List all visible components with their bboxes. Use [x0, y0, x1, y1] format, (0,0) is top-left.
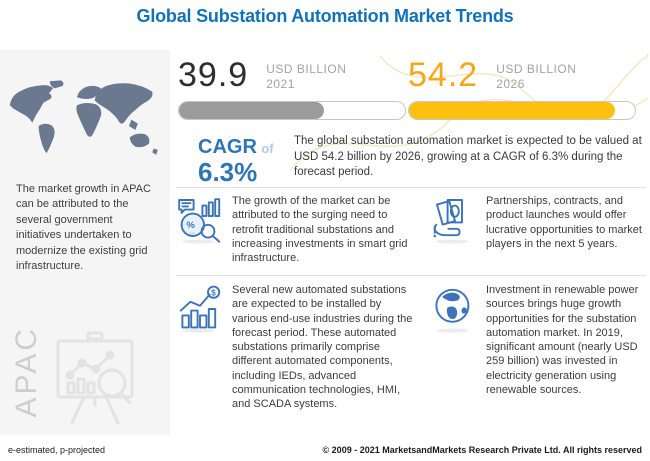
footnote: e-estimated, p-projected — [8, 445, 106, 455]
market-unit-2026: USD BILLION 2026 — [496, 62, 577, 91]
cagr-value: 6.3% — [198, 157, 258, 187]
cagr-block: CAGR of 6.3% — [198, 136, 293, 187]
market-value-2026: 54.2 — [408, 56, 479, 94]
money-hand-icon — [433, 199, 469, 244]
apac-sidebar: The market growth in APAC can be attribu… — [0, 50, 170, 435]
svg-text:%: % — [186, 220, 195, 231]
svg-text:$: $ — [211, 288, 216, 297]
market-unit-2021: USD BILLION 2021 — [266, 62, 347, 91]
insight-text: Investment in renewable power sources br… — [486, 284, 639, 397]
market-summary: The global substation automation market … — [294, 135, 642, 179]
content-panel: 39.9 USD BILLION 2021 54.2 USD BILLION 2… — [170, 50, 650, 435]
progress-fill-2026 — [409, 102, 615, 119]
insight-text: Partnerships, contracts, and product lau… — [486, 195, 642, 250]
globe-icon — [435, 288, 470, 333]
stat-2021: 39.9 USD BILLION 2021 — [178, 56, 406, 120]
insight-renewables: Investment in renewable power sources br… — [430, 283, 646, 397]
insight-installations: $ Several new automated substations are … — [176, 283, 418, 412]
divider — [176, 187, 646, 188]
market-value-2021: 39.9 — [178, 56, 249, 94]
progress-bar-2026 — [408, 101, 636, 120]
progress-fill-2021 — [179, 102, 324, 119]
cagr-of: of — [261, 141, 274, 156]
page-title: Global Substation Automation Market Tren… — [136, 6, 514, 26]
apac-region-label: APAC — [10, 325, 43, 417]
insight-partnerships: Partnerships, contracts, and product lau… — [430, 194, 646, 251]
market-research-icon: % ... — [178, 198, 221, 244]
insight-retrofit: % ... The growth of the market can be at… — [176, 194, 418, 265]
progress-bar-2021 — [178, 101, 406, 120]
insight-text: The growth of the market can be attribut… — [232, 195, 408, 265]
copyright: © 2009 - 2021 MarketsandMarkets Research… — [322, 445, 642, 455]
cagr-label: CAGR — [198, 136, 257, 158]
world-map — [9, 80, 158, 155]
svg-text:...: ... — [190, 229, 196, 236]
apac-note: The market growth in APAC can be attribu… — [16, 183, 151, 272]
stat-2026: 54.2 USD BILLION 2026 — [408, 56, 636, 120]
growth-chart-icon: $ — [179, 285, 221, 333]
presentation-chart-watermark-icon — [56, 331, 134, 425]
divider — [176, 275, 646, 276]
insight-text: Several new automated substations are ex… — [232, 284, 413, 411]
